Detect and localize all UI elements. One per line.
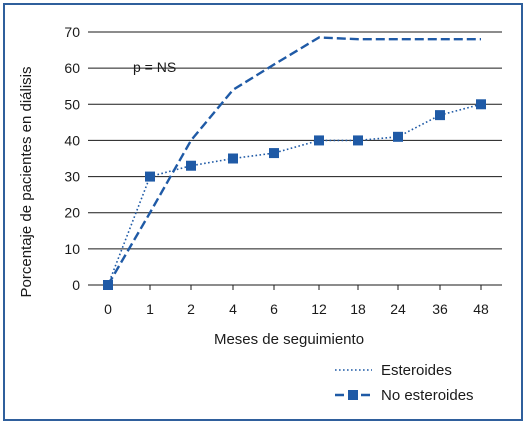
data-point [476,99,486,110]
y-tick-label: 10 [64,241,80,257]
legend-label-esteroides: Esteroides [381,362,452,379]
data-point [269,148,279,159]
data-point [228,153,238,164]
data-point [435,110,445,121]
x-tick-label: 24 [390,301,406,317]
data-point [353,135,363,146]
y-tick-label: 70 [64,24,80,40]
y-axis-title: Porcentaje de pacientes en diálisis [18,67,35,298]
x-axis-ticks: 0 1 2 4 6 12 18 24 36 48 [104,285,489,317]
series-line-esteroides [107,103,482,286]
y-tick-label: 30 [64,169,80,185]
x-tick-label: 6 [270,301,278,317]
x-tick-label: 0 [104,301,112,317]
x-axis-title: Meses de seguimiento [214,331,364,348]
y-tick-label: 50 [64,96,80,112]
data-point [314,135,324,146]
x-tick-label: 48 [473,301,489,317]
legend-marker-no-esteroides [348,390,358,400]
y-axis-ticks: 0 10 20 30 40 50 60 70 [64,24,80,293]
data-point [145,171,155,182]
series-line-no-esteroides [106,36,481,286]
legend: Esteroides No esteroides [335,362,474,404]
legend-label-no-esteroides: No esteroides [381,387,474,404]
data-point [186,160,196,171]
y-tick-label: 20 [64,205,80,221]
x-tick-label: 18 [350,301,366,317]
x-tick-label: 1 [146,301,154,317]
x-tick-label: 12 [311,301,327,317]
p-value-annotation: p = NS [133,59,176,75]
y-tick-label: 40 [64,132,80,148]
x-tick-label: 4 [229,301,237,317]
x-tick-label: 2 [187,301,195,317]
y-tick-label: 60 [64,60,80,76]
series-layer [103,36,486,290]
data-point [393,131,403,142]
x-tick-label: 36 [432,301,448,317]
y-tick-label: 0 [72,277,80,293]
